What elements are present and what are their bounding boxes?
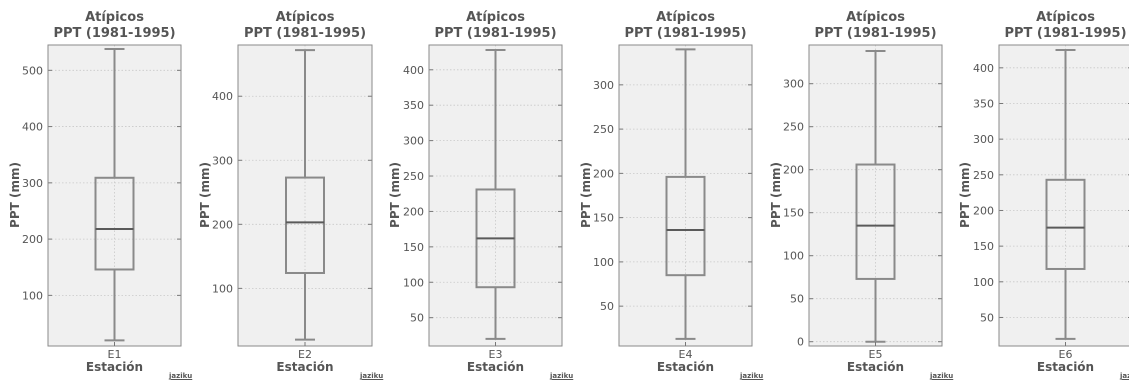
chart-title: Atípicos PPT (1981-1995) (238, 10, 372, 44)
plot-background (999, 45, 1129, 346)
y-tick-label: 200 (593, 167, 614, 180)
y-tick-label: 100 (973, 276, 994, 289)
y-tick-label: 50 (790, 293, 804, 306)
x-axis-label: Estación (276, 360, 334, 374)
y-tick-label: 300 (403, 135, 424, 148)
y-tick-label: 100 (22, 289, 43, 302)
watermark-text: jaziku (550, 372, 574, 380)
watermark-text: jaziku (169, 372, 193, 380)
iqr-box (855, 163, 896, 280)
y-tick-label: 150 (783, 207, 804, 220)
y-tick-label: 300 (973, 133, 994, 146)
watermark-text: jaziku (360, 372, 384, 380)
x-axis-label: Estación (846, 360, 905, 374)
y-tick-label: 300 (22, 177, 43, 190)
chart-title-line-1: Atípicos (275, 10, 335, 25)
y-tick-label: 100 (593, 256, 614, 269)
y-tick-label: 250 (593, 123, 614, 136)
chart-title-line-1: Atípicos (466, 10, 525, 25)
iqr-box (94, 176, 135, 271)
x-axis-label: Estación (1036, 360, 1095, 374)
y-tick-label: 100 (212, 282, 233, 295)
y-tick-label: 250 (783, 121, 804, 134)
y-tick-label: 300 (593, 79, 614, 92)
chart-title-line-1: Atípicos (656, 10, 715, 25)
chart-title-line-2: PPT (1981-1995) (624, 26, 747, 41)
x-tick-label: E1 (108, 348, 122, 361)
y-tick-label: 200 (973, 204, 994, 217)
y-tick-label: 150 (973, 240, 994, 253)
y-tick-label: 250 (973, 169, 994, 182)
y-tick-label: 150 (593, 212, 614, 225)
y-tick-label: 400 (403, 64, 424, 77)
y-tick-label: 400 (22, 121, 43, 134)
iqr-box (1045, 178, 1086, 270)
y-tick-label: 0 (797, 336, 804, 349)
y-tick-label: 200 (403, 205, 424, 218)
chart-title-line-2: PPT (1981-1995) (1004, 26, 1127, 41)
y-tick-label: 50 (600, 300, 614, 313)
x-tick-label: E4 (679, 348, 693, 361)
watermark-text: jaziku (930, 372, 954, 380)
chart-title-line-2: PPT (1981-1995) (434, 26, 557, 41)
x-tick-label: E2 (298, 348, 312, 361)
y-tick-label: 150 (403, 241, 424, 254)
y-tick-label: 100 (403, 276, 424, 289)
y-tick-label: 300 (783, 78, 804, 91)
watermark-text: jaziku (1120, 372, 1129, 380)
chart-title-line-1: Atípicos (846, 10, 905, 25)
chart-title: Atípicos PPT (1981-1995) (429, 10, 562, 44)
y-tick-label: 400 (973, 62, 994, 75)
y-tick-label: 350 (403, 99, 424, 112)
chart-title: Atípicos PPT (1981-1995) (999, 10, 1129, 44)
x-axis-label: Estación (85, 360, 144, 374)
chart-title-line-2: PPT (1981-1995) (814, 26, 937, 41)
x-tick-label: E5 (869, 348, 883, 361)
y-tick-label: 50 (410, 312, 424, 325)
y-tick-label: 200 (22, 233, 43, 246)
y-tick-label: 400 (212, 90, 233, 103)
chart-title-line-2: PPT (1981-1995) (53, 26, 176, 41)
chart-title: Atípicos PPT (1981-1995) (619, 10, 752, 44)
chart-title: Atípicos PPT (1981-1995) (809, 10, 942, 44)
y-tick-label: 250 (403, 170, 424, 183)
chart-title-line-1: Atípicos (1036, 10, 1095, 25)
x-tick-label: E6 (1059, 348, 1073, 361)
y-tick-label: 200 (212, 218, 233, 231)
x-tick-label: E3 (489, 348, 503, 361)
y-tick-label: 200 (783, 164, 804, 177)
iqr-box (285, 176, 325, 274)
chart-title-line-2: PPT (1981-1995) (243, 26, 367, 41)
y-tick-label: 50 (980, 311, 994, 324)
y-tick-label: 350 (973, 97, 994, 110)
chart-title: Atípicos PPT (1981-1995) (48, 10, 181, 44)
chart-title-line-1: Atípicos (85, 10, 144, 25)
x-axis-label: Estación (466, 360, 525, 374)
watermark-text: jaziku (740, 372, 764, 380)
y-tick-label: 500 (22, 64, 43, 77)
y-tick-label: 300 (212, 154, 233, 167)
y-tick-label: 100 (783, 250, 804, 263)
x-axis-label: Estación (656, 360, 715, 374)
iqr-box (665, 175, 706, 277)
